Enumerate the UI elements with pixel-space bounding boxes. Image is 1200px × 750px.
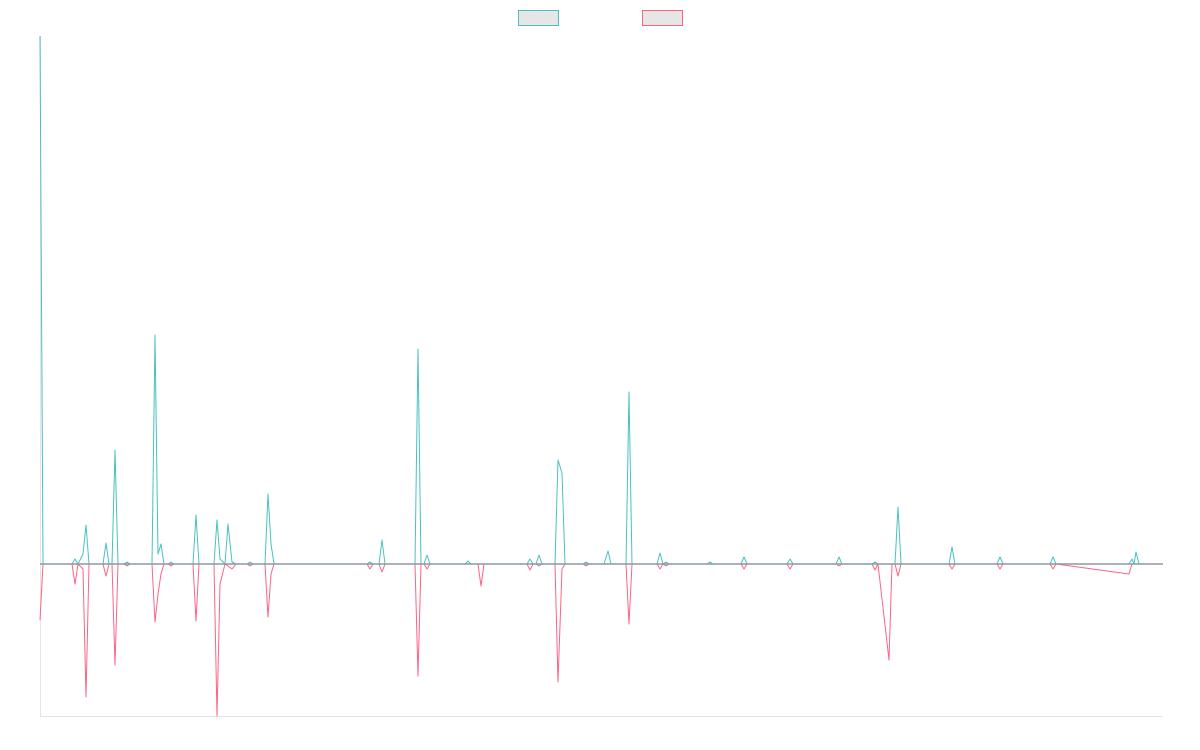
- series-line: [39, 563, 1134, 717]
- series-line: [39, 35, 1163, 565]
- legend-swatch[interactable]: [642, 10, 683, 26]
- legend-swatch[interactable]: [518, 10, 559, 26]
